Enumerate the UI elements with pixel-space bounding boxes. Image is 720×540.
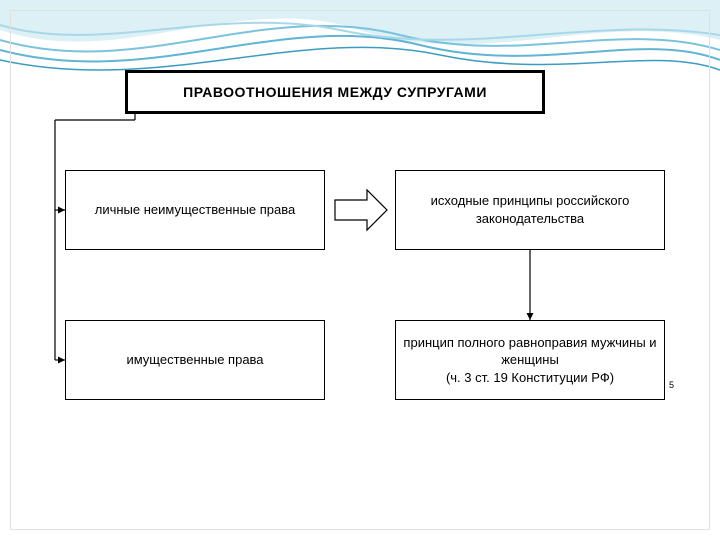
block-arrow: [335, 190, 387, 230]
node-property-rights-text: имущественные права: [126, 351, 263, 369]
node-equality-principle-text: принцип полного равноправия мужчины и же…: [402, 334, 658, 387]
node-equality-principle: принцип полного равноправия мужчины и же…: [395, 320, 665, 400]
node-personal-rights: личные неимущественные права: [65, 170, 325, 250]
node-property-rights: имущественные права: [65, 320, 325, 400]
diagram-content: ПРАВООТНОШЕНИЯ МЕЖДУ СУПРУГАМИ личные не…: [45, 70, 675, 490]
node-principles-text: исходные принципы российского законодате…: [402, 192, 658, 227]
title-text: ПРАВООТНОШЕНИЯ МЕЖДУ СУПРУГАМИ: [183, 84, 487, 100]
node-principles: исходные принципы российского законодате…: [395, 170, 665, 250]
node-personal-rights-text: личные неимущественные права: [95, 201, 296, 219]
title-box: ПРАВООТНОШЕНИЯ МЕЖДУ СУПРУГАМИ: [125, 70, 545, 114]
connectors: [45, 70, 675, 490]
footnote-marker: 5: [669, 380, 674, 390]
